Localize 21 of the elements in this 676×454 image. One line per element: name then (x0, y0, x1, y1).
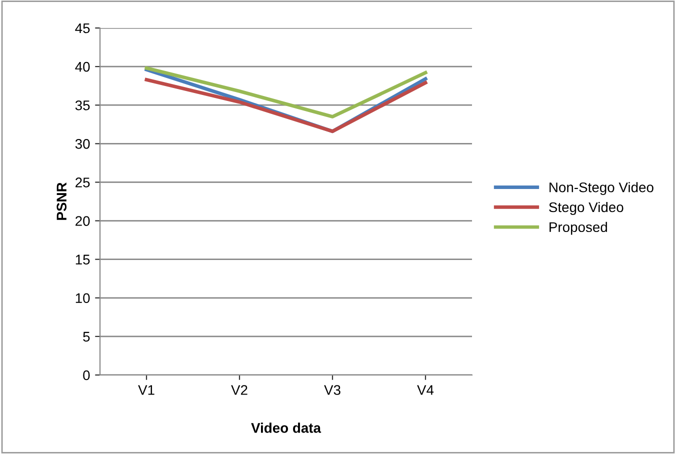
y-tick-label: 10 (76, 293, 90, 304)
y-tick-label: 0 (83, 370, 90, 380)
y-tick-label: 40 (75, 62, 90, 72)
legend-label: Proposed (550, 222, 607, 235)
y-tick-label: 45 (75, 23, 90, 34)
legend-label: Non-Stego Video (550, 182, 654, 196)
x-tick-label: V2 (231, 385, 248, 395)
x-tick-label: V3 (324, 385, 340, 395)
legend-label: Stego Video (549, 202, 624, 215)
y-axis-title: PSNR (56, 182, 67, 220)
line-series (144, 78, 428, 134)
y-tick-label: 35 (75, 100, 90, 110)
y-tick-label: 30 (75, 139, 90, 149)
y-tick-label: 5 (83, 332, 90, 342)
line-series (144, 66, 428, 118)
y-tick-label: 15 (76, 254, 90, 265)
y-tick-label: 20 (76, 216, 90, 226)
x-axis-title: Video data (251, 422, 322, 433)
y-tick-label: 25 (76, 178, 90, 188)
x-tick-label: V1 (138, 385, 154, 395)
x-tick-label: V4 (417, 385, 434, 395)
